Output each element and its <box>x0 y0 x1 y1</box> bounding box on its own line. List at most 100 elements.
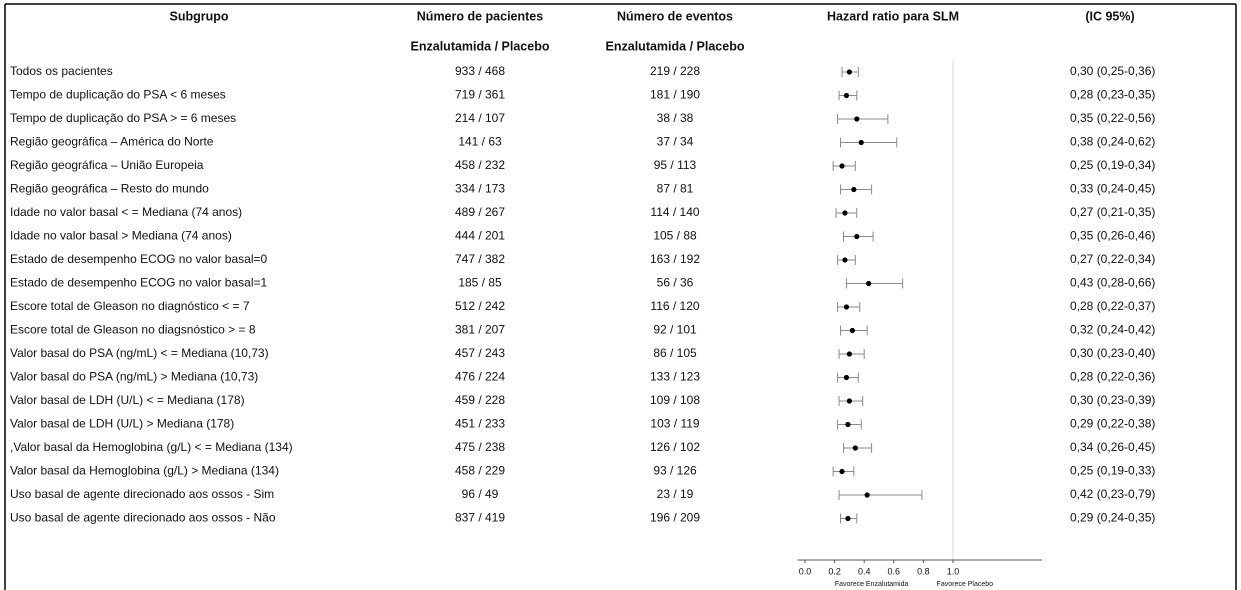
patients-count: 719 / 361 <box>455 88 505 102</box>
subgroup-label: Região geográfica – América do Norte <box>10 135 214 149</box>
events-count: 126 / 102 <box>650 440 700 454</box>
x-tick-label: 0.4 <box>858 566 871 576</box>
favors-left: Favorece Enzalutamida <box>835 581 909 588</box>
ci-label: 0,28 (0,22-0,36) <box>1070 370 1155 384</box>
patients-count: 512 / 242 <box>455 299 505 313</box>
patients-count: 933 / 468 <box>455 64 505 78</box>
patients-count: 334 / 173 <box>455 182 505 196</box>
events-count: 109 / 108 <box>650 393 700 407</box>
hazard-ratio-point <box>858 139 864 146</box>
patients-count: 457 / 243 <box>455 346 505 360</box>
ci-label: 0,28 (0,23-0,35) <box>1070 88 1155 102</box>
hazard-ratio-point <box>849 327 855 334</box>
events-count: 181 / 190 <box>650 88 700 102</box>
subgroup-label: Valor basal do PSA (ng/mL) > Mediana (10… <box>10 370 258 384</box>
events-count: 92 / 101 <box>653 323 697 337</box>
ci-label: 0,29 (0,24-0,35) <box>1070 511 1155 525</box>
subgroup-label: Estado de desempenho ECOG no valor basal… <box>10 252 267 266</box>
patients-count: 141 / 63 <box>458 135 502 149</box>
hazard-ratio-point <box>866 280 872 287</box>
patients-count: 476 / 224 <box>455 370 505 384</box>
subgroup-label: Escore total de Gleason no diagnóstico <… <box>10 299 250 313</box>
patients-count: 458 / 229 <box>455 464 505 478</box>
ci-label: 0,43 (0,28-0,66) <box>1070 276 1155 290</box>
ci-label: 0,25 (0,19-0,34) <box>1070 158 1155 172</box>
hazard-ratio-point <box>845 515 851 522</box>
header-ci: (IC 95%) <box>1085 9 1134 23</box>
patients-count: 451 / 233 <box>455 417 505 431</box>
hazard-ratio-point <box>851 186 857 193</box>
ci-label: 0,28 (0,22-0,37) <box>1070 299 1155 313</box>
hazard-ratio-point <box>843 304 850 310</box>
events-count: 38 / 38 <box>657 111 694 125</box>
subgroup-label: Uso basal de agente direcionado aos osso… <box>10 511 276 525</box>
x-tick-label: 0.0 <box>799 566 812 576</box>
hazard-ratio-point <box>839 163 845 169</box>
ci-label: 0,30 (0,23-0,40) <box>1070 346 1155 360</box>
ci-label: 0,35 (0,26-0,46) <box>1070 229 1155 243</box>
hazard-ratio-point <box>845 421 851 428</box>
events-count: 56 / 36 <box>657 276 694 290</box>
subgroup-label: Idade no valor basal > Mediana (74 anos) <box>10 229 232 243</box>
patients-count: 381 / 207 <box>455 323 505 337</box>
x-tick-label: 0.6 <box>888 566 901 576</box>
hazard-ratio-point <box>864 492 870 498</box>
subgroup-label: Todos os pacientes <box>10 64 113 78</box>
patients-count: 459 / 228 <box>455 393 505 407</box>
hazard-ratio-point <box>852 445 858 451</box>
events-count: 95 / 113 <box>654 158 697 172</box>
ci-label: 0,38 (0,24-0,62) <box>1070 135 1155 149</box>
ci-label: 0,27 (0,22-0,34) <box>1070 252 1155 266</box>
events-count: 103 / 119 <box>650 417 699 431</box>
hazard-ratio-point <box>846 69 853 75</box>
ci-label: 0,33 (0,24-0,45) <box>1070 182 1155 196</box>
hazard-ratio-point <box>842 210 848 216</box>
subgroup-label: Uso basal de agente direcionado aos osso… <box>10 487 274 501</box>
subgroup-label: Tempo de duplicação do PSA > = 6 meses <box>10 111 236 125</box>
patients-count: 444 / 201 <box>455 229 505 243</box>
header-events: Número de eventos <box>617 9 733 23</box>
hazard-ratio-point <box>842 257 848 263</box>
x-tick-label: 0.2 <box>828 566 841 576</box>
subgroup-label: Idade no valor basal < = Mediana (74 ano… <box>10 205 242 219</box>
ci-label: 0,29 (0,22-0,38) <box>1070 417 1155 431</box>
ci-label: 0,34 (0,26-0,45) <box>1070 440 1155 454</box>
ci-label: 0,30 (0,25-0,36) <box>1070 64 1155 78</box>
hazard-ratio-point <box>846 351 853 357</box>
events-count: 93 / 126 <box>653 464 697 478</box>
header-patients-sub: Enzalutamida / Placebo <box>411 39 550 53</box>
events-count: 219 / 228 <box>650 64 700 78</box>
header-hr: Hazard ratio para SLM <box>827 9 959 23</box>
subgroup-label: Valor basal da Hemoglobina (g/L) > Media… <box>10 464 279 478</box>
hazard-ratio-point <box>854 233 860 240</box>
subgroup-label: Valor basal do PSA (ng/mL) < = Mediana (… <box>10 346 269 360</box>
events-count: 133 / 123 <box>650 370 700 384</box>
x-tick-label: 1.0 <box>947 566 960 576</box>
patients-count: 489 / 267 <box>455 205 505 219</box>
patients-count: 214 / 107 <box>455 111 505 125</box>
events-count: 196 / 209 <box>650 511 700 525</box>
favors-right: Favorece Placebo <box>937 581 994 588</box>
patients-count: 96 / 49 <box>462 487 499 501</box>
events-count: 116 / 120 <box>650 299 699 313</box>
ci-label: 0,32 (0,24-0,42) <box>1070 323 1155 337</box>
events-count: 37 / 34 <box>657 135 694 149</box>
x-tick-label: 0.8 <box>917 566 930 576</box>
ci-label: 0,30 (0,23-0,39) <box>1070 393 1155 407</box>
events-count: 86 / 105 <box>653 346 697 360</box>
subgroup-label: Região geográfica – Resto do mundo <box>10 182 209 196</box>
subgroup-label: Tempo de duplicação do PSA < 6 meses <box>10 88 226 102</box>
events-count: 105 / 88 <box>653 229 697 243</box>
header-patients: Número de pacientes <box>417 9 543 23</box>
subgroup-label: Escore total de Gleason no diagsnóstico … <box>10 323 256 337</box>
header-subgroup: Subgrupo <box>169 9 228 23</box>
ci-label: 0,25 (0,19-0,33) <box>1070 464 1155 478</box>
events-count: 23 / 19 <box>657 487 694 501</box>
hazard-ratio-point <box>854 116 860 122</box>
patients-count: 837 / 419 <box>455 511 505 525</box>
patients-count: 185 / 85 <box>458 276 502 290</box>
events-count: 87 / 81 <box>657 182 694 196</box>
subgroup-label: Valor basal de LDH (U/L) < = Mediana (17… <box>10 393 245 407</box>
ci-label: 0,42 (0,23-0,79) <box>1070 487 1155 501</box>
